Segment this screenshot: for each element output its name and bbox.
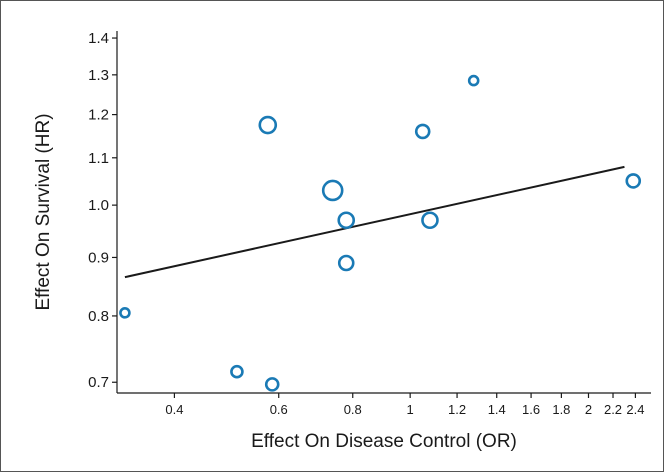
y-tick-label: 1.1 bbox=[88, 150, 109, 167]
x-tick-label: 0.8 bbox=[344, 402, 362, 417]
y-tick-label: 0.9 bbox=[88, 249, 109, 266]
y-tick-label: 1.3 bbox=[88, 67, 109, 84]
y-axis-ticks: 0.7 0.8 0.9 1.0 1.1 1.2 1.3 1.4 bbox=[88, 30, 117, 391]
y-tick-label: 1.0 bbox=[88, 197, 109, 214]
y-axis-title: Effect On Survival (HR) bbox=[33, 113, 54, 310]
x-tick-label: 2.2 bbox=[604, 402, 622, 417]
x-tick-label: 1.4 bbox=[488, 402, 506, 417]
regression-line bbox=[124, 165, 625, 279]
x-tick-label: 1.2 bbox=[448, 402, 466, 417]
data-point bbox=[321, 179, 344, 202]
y-tick-label: 0.8 bbox=[88, 308, 109, 325]
x-tick-label: 0.4 bbox=[165, 402, 183, 417]
data-point bbox=[337, 254, 355, 272]
data-point bbox=[625, 173, 642, 189]
x-tick-label: 1.6 bbox=[522, 402, 540, 417]
x-tick-label: 0.6 bbox=[270, 402, 288, 417]
data-point bbox=[414, 123, 431, 140]
regression-line-group bbox=[124, 165, 625, 279]
data-point bbox=[337, 211, 356, 230]
data-point bbox=[119, 307, 131, 319]
x-tick-label: 2.4 bbox=[626, 402, 644, 417]
y-tick-label: 1.2 bbox=[88, 107, 109, 124]
data-points bbox=[119, 74, 642, 392]
data-point bbox=[421, 211, 439, 230]
data-point bbox=[467, 74, 480, 87]
data-point bbox=[258, 115, 278, 135]
data-point bbox=[264, 377, 280, 392]
x-tick-label: 1.8 bbox=[552, 402, 570, 417]
y-tick-label: 0.7 bbox=[88, 374, 109, 391]
x-axis-ticks: 0.4 0.6 0.8 1 1.2 1.4 1.6 1.8 2 2.2 2.4 bbox=[165, 393, 644, 417]
x-tick-label: 1 bbox=[407, 402, 414, 417]
x-axis-title: Effect On Disease Control (OR) bbox=[251, 431, 517, 452]
x-tick-label: 2 bbox=[585, 402, 592, 417]
y-tick-label: 1.4 bbox=[88, 30, 109, 47]
axes bbox=[116, 31, 651, 394]
data-point bbox=[230, 364, 244, 379]
